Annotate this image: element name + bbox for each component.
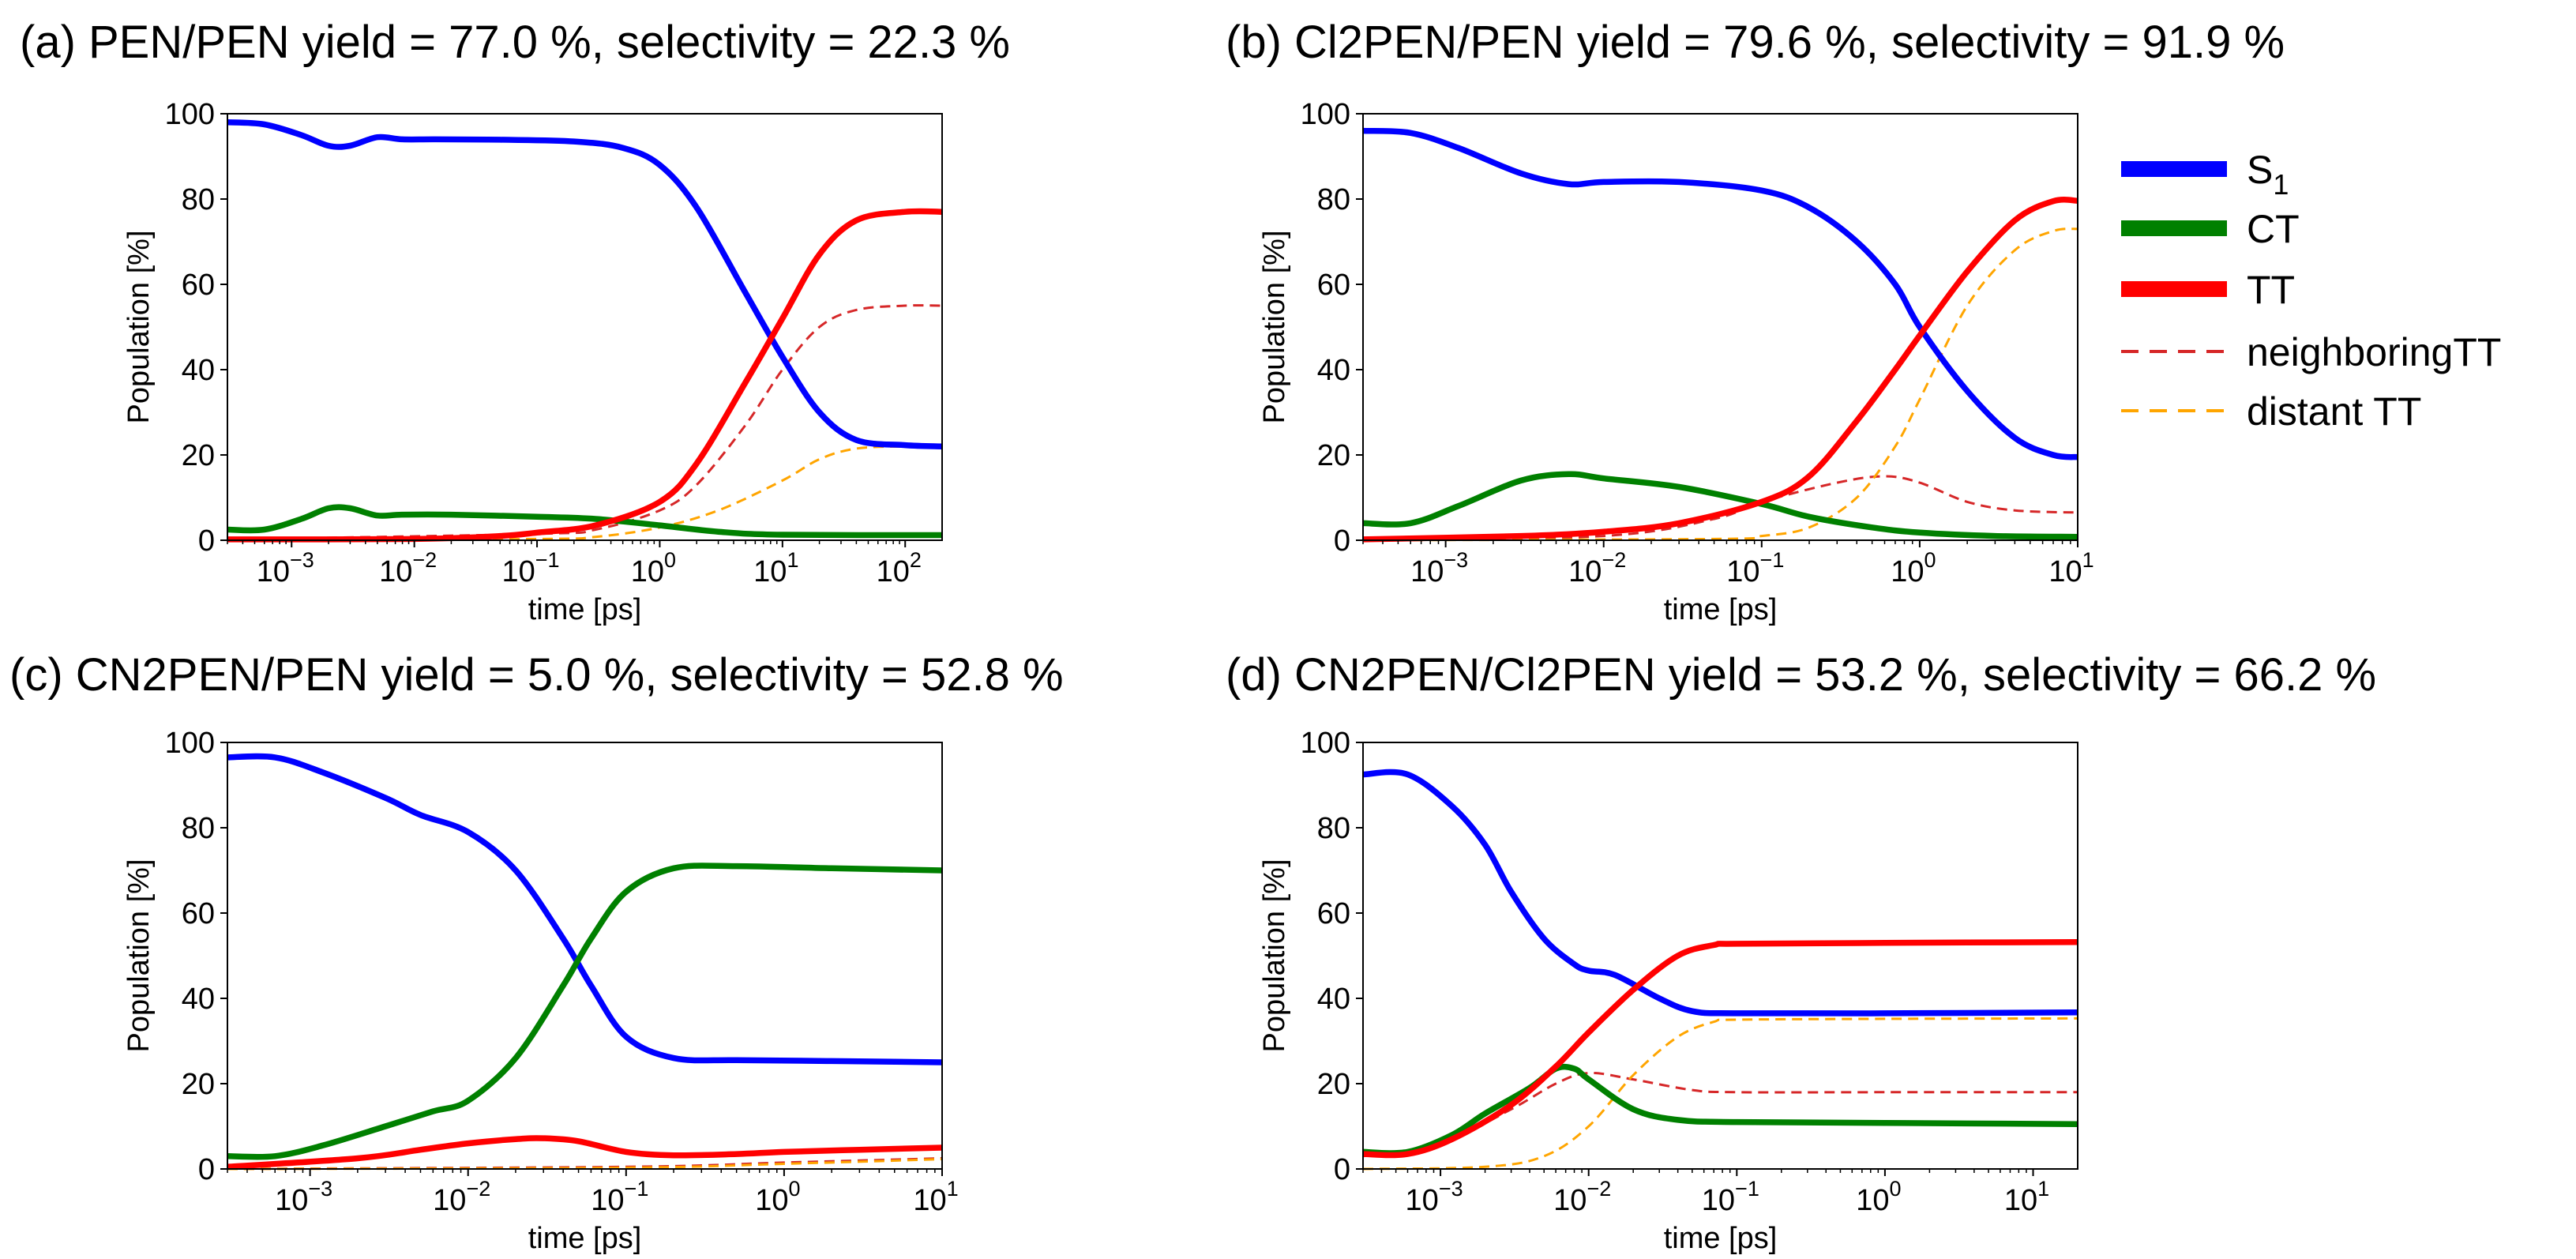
x-tick-label: 10−2 bbox=[1568, 548, 1626, 588]
legend-label-neighboringTT: neighboringTT bbox=[2247, 330, 2501, 374]
series-line-TT bbox=[1363, 197, 2078, 543]
y-tick-label: 60 bbox=[1317, 897, 1350, 930]
y-tick-label: 80 bbox=[1317, 183, 1350, 216]
y-tick-label: 80 bbox=[182, 812, 215, 845]
series-line-TT bbox=[227, 1135, 942, 1171]
panel-0: (a) PEN/PEN yield = 77.0 %, selectivity … bbox=[20, 17, 1010, 626]
y-tick-label: 40 bbox=[182, 354, 215, 387]
series-line-neighboringTT bbox=[1363, 1071, 2078, 1158]
series-line-CT bbox=[227, 504, 942, 539]
series-line-CT bbox=[227, 863, 942, 1160]
series-line-neighboringTT bbox=[1363, 475, 2078, 542]
legend-label-distantTT: distant TT bbox=[2247, 389, 2421, 434]
x-tick-label: 100 bbox=[755, 1177, 800, 1217]
plot-frame bbox=[1362, 742, 2078, 1170]
series-line-distantTT bbox=[1363, 227, 2078, 542]
y-tick-label: 40 bbox=[1317, 983, 1350, 1016]
x-tick-label: 101 bbox=[2004, 1177, 2049, 1217]
y-tick-label: 80 bbox=[182, 183, 215, 216]
series-line-S1 bbox=[1363, 769, 2078, 1017]
panel-title: (d) CN2PEN/Cl2PEN yield = 53.2 %, select… bbox=[1226, 649, 2376, 701]
y-tick-label: 60 bbox=[182, 897, 215, 930]
x-tick-label: 101 bbox=[753, 548, 798, 588]
x-tick-label: 10−3 bbox=[257, 548, 314, 588]
y-tick-label: 20 bbox=[1317, 1068, 1350, 1101]
series-line-neighboringTT bbox=[227, 304, 942, 541]
x-axis-label: time [ps] bbox=[528, 1222, 642, 1255]
series-group bbox=[227, 753, 942, 1171]
series-group bbox=[1363, 769, 2078, 1171]
legend-label-TT: TT bbox=[2247, 268, 2295, 312]
x-tick-label: 10−2 bbox=[1553, 1177, 1611, 1217]
panel-title: (c) CN2PEN/PEN yield = 5.0 %, selectivit… bbox=[9, 649, 1064, 701]
x-tick-label: 100 bbox=[631, 548, 676, 588]
x-axis-label: time [ps] bbox=[1664, 593, 1778, 626]
y-tick-label: 40 bbox=[182, 983, 215, 1016]
x-tick-label: 100 bbox=[1891, 548, 1936, 588]
series-line-S1 bbox=[227, 119, 942, 449]
x-tick-label: 102 bbox=[877, 548, 922, 588]
plot-frame bbox=[1362, 113, 2078, 541]
x-axis-label: time [ps] bbox=[1664, 1222, 1778, 1255]
legend-label-S1: S1 bbox=[2247, 148, 2289, 201]
series-line-S1 bbox=[1363, 127, 2078, 460]
panel-3: (d) CN2PEN/Cl2PEN yield = 53.2 %, select… bbox=[1226, 649, 2376, 1255]
series-group bbox=[227, 119, 942, 543]
legend-label-CT: CT bbox=[2247, 207, 2300, 251]
y-tick-label: 60 bbox=[1317, 269, 1350, 302]
series-line-distantTT bbox=[227, 445, 942, 542]
x-tick-label: 10−1 bbox=[1726, 548, 1784, 588]
x-tick-label: 10−1 bbox=[1702, 1177, 1759, 1217]
y-tick-label: 0 bbox=[198, 1153, 215, 1186]
series-line-S1 bbox=[227, 753, 942, 1065]
x-tick-label: 10−1 bbox=[591, 1177, 648, 1217]
x-axis-label: time [ps] bbox=[528, 593, 642, 626]
y-tick-label: 0 bbox=[1334, 524, 1350, 558]
x-tick-label: 10−3 bbox=[1410, 548, 1468, 588]
y-axis-label: Population [%] bbox=[122, 859, 156, 1052]
y-tick-label: 0 bbox=[198, 524, 215, 558]
x-tick-label: 10−1 bbox=[502, 548, 560, 588]
y-tick-label: 20 bbox=[1317, 439, 1350, 472]
series-line-distantTT bbox=[1363, 1017, 2078, 1171]
y-tick-label: 100 bbox=[1301, 727, 1350, 760]
series-line-TT bbox=[227, 208, 942, 543]
x-tick-label: 10−2 bbox=[379, 548, 437, 588]
panel-2: (c) CN2PEN/PEN yield = 5.0 %, selectivit… bbox=[9, 649, 1064, 1255]
panel-title: (a) PEN/PEN yield = 77.0 %, selectivity … bbox=[20, 17, 1010, 68]
series-line-CT bbox=[1363, 471, 2078, 540]
series-line-CT bbox=[1363, 1063, 2078, 1156]
y-tick-label: 100 bbox=[1301, 98, 1350, 131]
panel-1: (b) Cl2PEN/PEN yield = 79.6 %, selectivi… bbox=[1226, 17, 2285, 626]
y-tick-label: 40 bbox=[1317, 354, 1350, 387]
series-group bbox=[1363, 127, 2078, 543]
plot-frame bbox=[227, 742, 943, 1170]
y-tick-label: 0 bbox=[1334, 1153, 1350, 1186]
y-axis-label: Population [%] bbox=[1258, 859, 1291, 1052]
y-tick-label: 60 bbox=[182, 269, 215, 302]
x-tick-label: 101 bbox=[2048, 548, 2093, 588]
y-tick-label: 20 bbox=[182, 439, 215, 472]
y-tick-label: 80 bbox=[1317, 812, 1350, 845]
x-tick-label: 10−2 bbox=[433, 1177, 490, 1217]
x-tick-label: 10−3 bbox=[1406, 1177, 1463, 1217]
x-tick-label: 10−3 bbox=[275, 1177, 332, 1217]
legend: S1 CT TT neighboringTT distant TT bbox=[2121, 148, 2501, 434]
y-axis-label: Population [%] bbox=[122, 230, 156, 423]
y-tick-label: 20 bbox=[182, 1068, 215, 1101]
x-tick-label: 100 bbox=[1856, 1177, 1901, 1217]
y-tick-label: 100 bbox=[165, 727, 215, 760]
y-axis-label: Population [%] bbox=[1258, 230, 1291, 423]
plot-frame bbox=[227, 113, 943, 541]
x-tick-label: 101 bbox=[913, 1177, 958, 1217]
y-tick-label: 100 bbox=[165, 98, 215, 131]
panel-title: (b) Cl2PEN/PEN yield = 79.6 %, selectivi… bbox=[1226, 17, 2285, 68]
series-line-TT bbox=[1363, 938, 2078, 1159]
